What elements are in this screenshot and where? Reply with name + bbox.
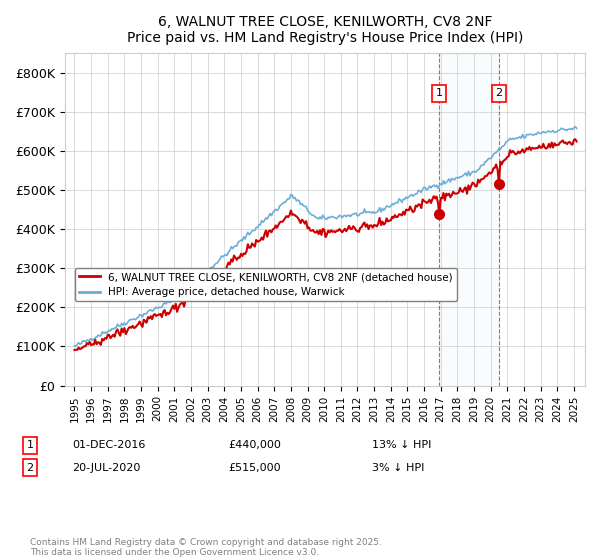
Text: 20-JUL-2020: 20-JUL-2020 xyxy=(72,463,140,473)
Text: £440,000: £440,000 xyxy=(228,440,281,450)
Text: Contains HM Land Registry data © Crown copyright and database right 2025.
This d: Contains HM Land Registry data © Crown c… xyxy=(30,538,382,557)
Text: 13% ↓ HPI: 13% ↓ HPI xyxy=(372,440,431,450)
Legend: 6, WALNUT TREE CLOSE, KENILWORTH, CV8 2NF (detached house), HPI: Average price, : 6, WALNUT TREE CLOSE, KENILWORTH, CV8 2N… xyxy=(75,268,457,301)
Text: 01-DEC-2016: 01-DEC-2016 xyxy=(72,440,145,450)
Title: 6, WALNUT TREE CLOSE, KENILWORTH, CV8 2NF
Price paid vs. HM Land Registry's Hous: 6, WALNUT TREE CLOSE, KENILWORTH, CV8 2N… xyxy=(127,15,523,45)
Text: 1: 1 xyxy=(436,88,443,98)
Bar xyxy=(439,53,499,386)
Text: £515,000: £515,000 xyxy=(228,463,281,473)
Text: 2: 2 xyxy=(26,463,34,473)
Text: 1: 1 xyxy=(26,440,34,450)
Text: 2: 2 xyxy=(496,88,503,98)
Text: 3% ↓ HPI: 3% ↓ HPI xyxy=(372,463,424,473)
